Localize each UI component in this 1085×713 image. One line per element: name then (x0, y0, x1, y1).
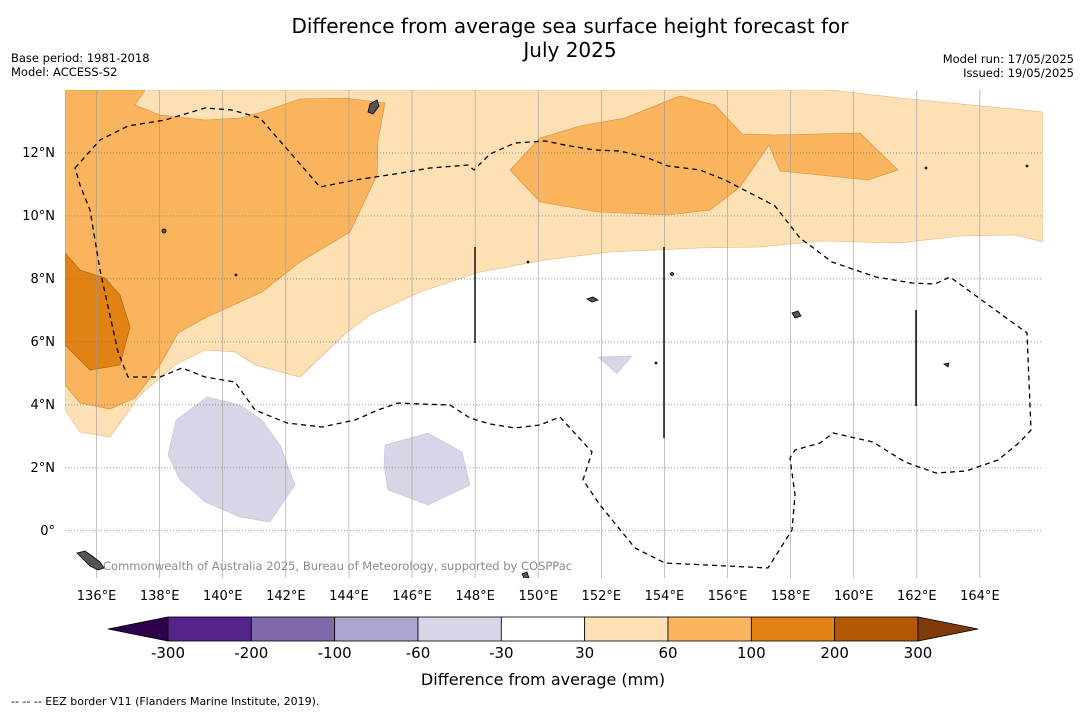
region-60-100-east (509, 95, 899, 216)
model-info: Base period: 1981-2018 Model: ACCESS-S2 (11, 51, 150, 79)
island-new-guinea-west (76, 550, 105, 571)
y-tick-label: 0° (40, 524, 55, 539)
island-chuuk (586, 296, 599, 303)
issued-date: Issued: 19/05/2025 (963, 66, 1074, 80)
boundary-lines (474, 247, 917, 438)
island-atoll-a (670, 272, 674, 276)
colorbar: -300 -200 -100 -60 -30 30 60 100 200 300 (107, 616, 979, 662)
islands (76, 99, 1029, 578)
colorbar-label: Difference from average (mm) (421, 670, 665, 689)
colorbar-tick-label: -200 (234, 644, 268, 662)
colorbar-tick-label: -100 (318, 644, 352, 662)
colorbar-swatch (250, 616, 336, 642)
colorbar-swatch (667, 616, 752, 642)
run-info: Model run: 17/05/2025 Issued: 19/05/2025 (943, 52, 1074, 80)
eez-border-main (74, 107, 1032, 569)
colorbar-swatch (584, 616, 669, 642)
eez-borders (74, 107, 1032, 569)
island-atoll-f (654, 361, 658, 365)
island-guam (367, 99, 380, 115)
chart-title: Difference from average sea surface heig… (180, 14, 960, 62)
x-tick-label: 156°E (708, 589, 748, 604)
x-tick-label: 148°E (455, 589, 495, 604)
colorbar-tick-label: 200 (820, 644, 849, 662)
y-tick-label: 4°N (31, 398, 56, 413)
x-tick-label: 160°E (834, 589, 874, 604)
island-pohnpei (791, 310, 802, 319)
colorbar-tick-label: -30 (489, 644, 514, 662)
x-tick-label: 152°E (582, 589, 622, 604)
island-atoll-d (924, 166, 928, 170)
colorbar-tick-label: 100 (737, 644, 766, 662)
model-run: Model run: 17/05/2025 (942, 52, 1074, 66)
island-atoll-e (1025, 164, 1029, 168)
title-line-2: July 2025 (523, 38, 617, 62)
gridlines (65, 90, 1043, 578)
x-tick-label: 154°E (645, 589, 685, 604)
x-tick-label: 138°E (140, 589, 180, 604)
eez-footnote: -- -- -- EEZ border V11 (Flanders Marine… (11, 695, 320, 708)
colorbar-tick-label: -300 (151, 644, 185, 662)
colorbar-swatch (417, 616, 502, 642)
colorbar-tick-label: 60 (658, 644, 677, 662)
x-tick-label: 144°E (329, 589, 369, 604)
region-neg-2 (383, 432, 471, 506)
colorbar-tick-label: 30 (575, 644, 594, 662)
x-tick-label: 158°E (771, 589, 811, 604)
title-line-1: Difference from average sea surface heig… (291, 14, 849, 38)
island-kosrae (943, 362, 950, 368)
y-tick-label: 8°N (31, 272, 56, 287)
island-yap (161, 228, 167, 234)
x-tick-label: 150°E (518, 589, 558, 604)
colorbar-over-arrow (917, 616, 979, 642)
map-area: Commonwealth of Australia 2025, Bureau o… (65, 90, 1043, 578)
region-100-200 (65, 252, 131, 371)
region-neg-1 (167, 396, 296, 523)
credit-text: Commonwealth of Australia 2025, Bureau o… (103, 559, 572, 573)
colorbar-tick-label: 300 (904, 644, 933, 662)
x-tick-label: 136°E (77, 589, 117, 604)
model-name: Model: ACCESS-S2 (11, 65, 118, 79)
y-tick-label: 2°N (31, 461, 56, 476)
colorbar-swatch (167, 616, 252, 642)
axis-ticks: 136°E 138°E 140°E 142°E 144°E 146°E 148°E 150°E… (22, 146, 999, 604)
colorbar-swatch (834, 616, 919, 642)
x-tick-label: 164°E (960, 589, 1000, 604)
region-neg-3 (597, 355, 633, 375)
base-period: Base period: 1981-2018 (11, 51, 150, 65)
colorbar-swatch (334, 616, 419, 642)
colorbar-swatch (750, 616, 836, 642)
x-tick-label: 146°E (392, 589, 432, 604)
island-manus (521, 571, 530, 578)
y-tick-label: 10°N (22, 209, 55, 224)
island-atoll-b (234, 273, 238, 277)
colorbar-under-arrow (107, 616, 169, 642)
colorbar-swatch (500, 616, 586, 642)
x-tick-label: 140°E (203, 589, 243, 604)
y-tick-label: 12°N (22, 146, 55, 161)
x-tick-label: 162°E (897, 589, 937, 604)
x-tick-label: 142°E (266, 589, 306, 604)
y-tick-label: 6°N (31, 335, 56, 350)
colorbar-tick-label: -60 (406, 644, 431, 662)
island-atoll-c (526, 260, 530, 264)
